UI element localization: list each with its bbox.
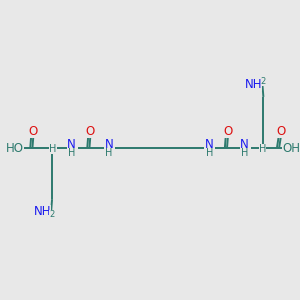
Text: H: H <box>68 148 75 158</box>
Text: NH: NH <box>34 206 51 218</box>
Text: O: O <box>276 125 286 138</box>
Text: O: O <box>224 125 232 138</box>
Text: 2: 2 <box>50 210 55 219</box>
Text: N: N <box>240 138 249 151</box>
Text: H: H <box>50 144 57 154</box>
Text: O: O <box>29 125 38 138</box>
Text: N: N <box>205 138 214 151</box>
Text: N: N <box>105 138 113 151</box>
Text: H: H <box>259 144 266 154</box>
Text: N: N <box>68 138 76 151</box>
Text: H: H <box>241 148 248 158</box>
Text: NH: NH <box>245 78 262 91</box>
Text: H: H <box>206 148 213 158</box>
Text: HO: HO <box>6 142 24 154</box>
Text: H: H <box>105 148 113 158</box>
Text: O: O <box>86 125 95 138</box>
Text: 2: 2 <box>261 77 266 86</box>
Text: OH: OH <box>282 142 300 154</box>
